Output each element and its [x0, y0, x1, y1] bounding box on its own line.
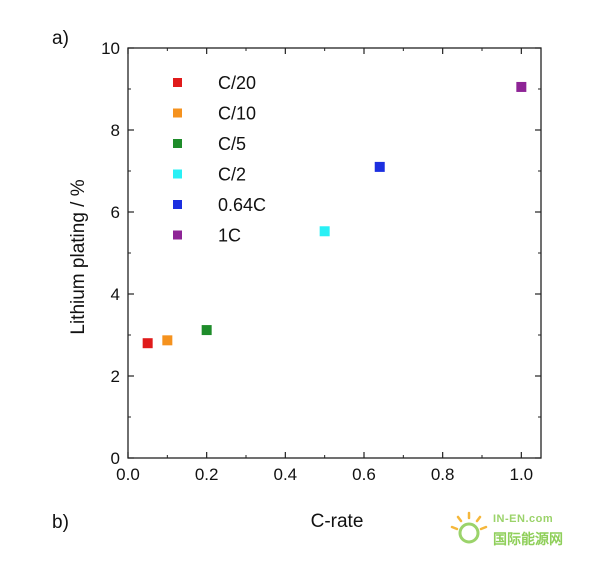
- legend-marker: [173, 108, 182, 118]
- x-tick-label: 0.4: [274, 465, 298, 484]
- y-tick-label: 6: [111, 203, 120, 222]
- legend-label: 0.64C: [218, 195, 266, 215]
- legend-marker: [173, 200, 182, 209]
- y-tick-label: 4: [111, 285, 120, 304]
- y-ticks: 0 2 4 6 8 10: [101, 39, 541, 468]
- data-point: [319, 226, 330, 237]
- x-tick-label: 0.8: [431, 465, 455, 484]
- data-point: [201, 325, 212, 336]
- legend: C/20 C/10 C/5 C/2 0.64C 1C: [173, 73, 266, 246]
- legend-marker: [173, 139, 182, 148]
- data-point: [142, 338, 153, 349]
- y-tick-label: 8: [111, 121, 120, 140]
- legend-marker: [173, 78, 182, 87]
- legend-marker: [173, 230, 182, 240]
- sun-icon: [450, 511, 488, 544]
- axes: [127, 47, 542, 459]
- x-tick-label: 1.0: [510, 465, 534, 484]
- plot-frame: [127, 47, 542, 459]
- legend-marker: [173, 169, 182, 179]
- legend-label: C/20: [218, 73, 256, 93]
- y-tick-label: 2: [111, 367, 120, 386]
- legend-label: C/10: [218, 104, 256, 124]
- y-axis-label: Lithium plating / %: [68, 179, 89, 334]
- x-tick-label: 0.6: [352, 465, 376, 484]
- panel-label-a: a): [52, 28, 69, 49]
- y-tick-label: 0: [111, 449, 120, 468]
- legend-label: C/5: [218, 134, 246, 154]
- data-point: [516, 81, 527, 92]
- watermark-site: IN-EN.com: [493, 513, 554, 525]
- data-point: [374, 161, 385, 172]
- data-point: [162, 335, 173, 346]
- legend-label: 1C: [218, 226, 241, 246]
- x-tick-label: 0.2: [195, 465, 219, 484]
- watermark-logo: IN-EN.com 国际能源网: [447, 509, 587, 555]
- data-points: [142, 81, 527, 349]
- x-ticks: 0.0 0.2 0.4 0.6 0.8 1.0: [116, 48, 533, 484]
- y-tick-label: 10: [101, 39, 120, 58]
- watermark-name: 国际能源网: [493, 531, 563, 547]
- legend-label: C/2: [218, 165, 246, 185]
- x-tick-label: 0.0: [116, 465, 140, 484]
- panel-label-b: b): [52, 512, 69, 533]
- x-axis-label: C-rate: [311, 511, 364, 532]
